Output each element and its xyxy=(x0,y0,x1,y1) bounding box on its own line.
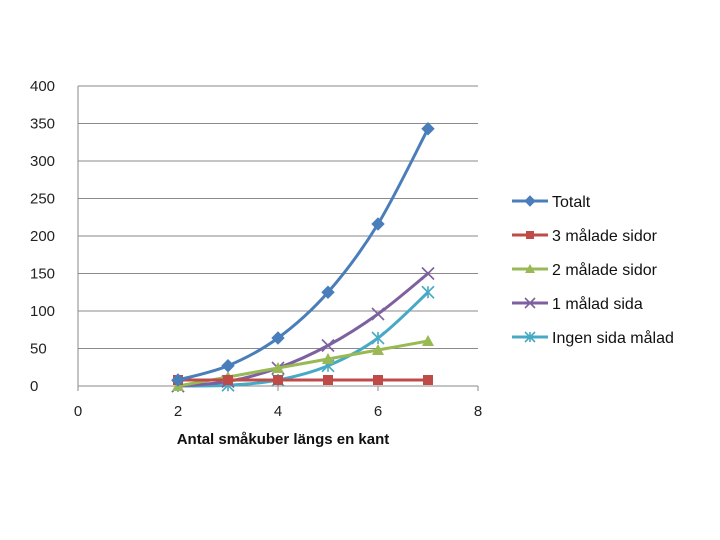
y-tick-label: 400 xyxy=(30,78,55,95)
x-tick-label: 2 xyxy=(174,403,182,420)
series-line xyxy=(176,127,430,382)
data-point xyxy=(321,285,335,299)
legend-label: 3 målade sidor xyxy=(552,227,658,245)
x-axis-label: Antal småkuber längs en kant xyxy=(177,431,390,448)
data-point xyxy=(271,331,285,345)
legend-item: 1 målad sida xyxy=(512,295,643,313)
x-tick-label: 8 xyxy=(474,403,482,420)
data-point xyxy=(421,266,435,281)
series-layer xyxy=(171,122,435,393)
legend-item: Totalt xyxy=(512,194,591,211)
data-point xyxy=(273,375,283,385)
data-point xyxy=(272,362,284,373)
y-tick-label: 250 xyxy=(30,191,55,208)
y-tick-label: 100 xyxy=(30,303,55,320)
marker-stroke xyxy=(371,307,385,321)
series-0 xyxy=(171,122,435,387)
data-point xyxy=(422,335,434,346)
data-point xyxy=(221,359,235,373)
data-point xyxy=(223,375,233,385)
data-point xyxy=(322,353,334,364)
legend-label: 1 målad sida xyxy=(552,295,643,313)
data-point xyxy=(371,331,385,345)
data-point xyxy=(525,264,535,273)
data-point xyxy=(371,217,385,231)
data-point xyxy=(421,285,435,299)
axes xyxy=(77,86,479,391)
data-point xyxy=(373,375,383,385)
legend-label: Ingen sida målad xyxy=(552,329,674,347)
data-point xyxy=(372,344,384,355)
legend-label: Totalt xyxy=(552,194,591,211)
legend-item: 2 målade sidor xyxy=(512,261,658,279)
legend-item: Ingen sida målad xyxy=(512,329,674,347)
data-point xyxy=(524,331,536,343)
x-tick-label: 6 xyxy=(374,403,382,420)
tick-labels: 0 50 100 150 200 250 300 350 400 0 2 4 6 8 xyxy=(30,78,482,420)
y-tick-label: 350 xyxy=(30,116,55,133)
y-tick-label: 50 xyxy=(30,341,47,358)
legend: Totalt 3 målade sidor 2 målade sidor 1 måla… xyxy=(512,194,674,347)
grid-lines xyxy=(78,85,478,349)
x-tick-label: 4 xyxy=(274,403,282,420)
y-tick-label: 150 xyxy=(30,266,55,283)
marker-stroke xyxy=(321,338,335,353)
data-point xyxy=(323,375,333,385)
y-tick-label: 0 xyxy=(30,378,38,395)
marker-stroke xyxy=(524,297,536,309)
data-point xyxy=(524,195,536,207)
x-tick-label: 0 xyxy=(74,403,82,420)
data-point xyxy=(371,307,385,321)
data-point xyxy=(171,373,185,387)
y-tick-label: 300 xyxy=(30,153,55,170)
data-point xyxy=(526,231,534,239)
data-point xyxy=(524,297,536,309)
legend-label: 2 målade sidor xyxy=(552,261,658,279)
y-tick-label: 200 xyxy=(30,228,55,245)
marker-stroke xyxy=(421,266,435,281)
legend-item: 3 målade sidor xyxy=(512,227,658,245)
data-point xyxy=(423,375,433,385)
data-point xyxy=(421,122,435,136)
data-point xyxy=(321,338,335,353)
